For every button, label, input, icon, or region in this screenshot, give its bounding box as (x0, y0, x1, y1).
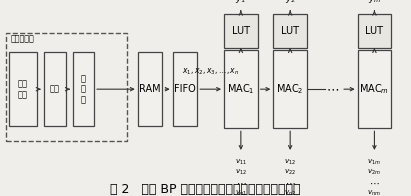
Text: $\cdots$: $\cdots$ (236, 178, 246, 188)
Text: LUT: LUT (281, 26, 299, 36)
Text: $v_{22}$: $v_{22}$ (284, 168, 296, 177)
Bar (9, 52, 37, 126)
Text: LUT: LUT (365, 26, 383, 36)
Text: 分块: 分块 (50, 85, 60, 94)
Bar (358, 14, 391, 48)
Text: MAC$_m$: MAC$_m$ (359, 82, 390, 96)
Text: $y_2$: $y_2$ (285, 0, 296, 5)
Text: 原始
图像: 原始 图像 (18, 80, 28, 99)
Bar (273, 50, 307, 128)
Bar (358, 50, 391, 128)
Text: $\cdots$: $\cdots$ (326, 83, 339, 96)
Text: $y_m$: $y_m$ (368, 0, 381, 5)
Text: 数据预处理: 数据预处理 (11, 34, 35, 43)
Bar (73, 52, 94, 126)
Text: $\cdots$: $\cdots$ (285, 178, 296, 188)
Text: $v_{1m}$: $v_{1m}$ (367, 158, 381, 167)
Bar (173, 52, 197, 126)
Text: LUT: LUT (232, 26, 250, 36)
Text: $y_1$: $y_1$ (236, 0, 246, 5)
Bar (44, 52, 66, 126)
Text: $\cdots$: $\cdots$ (369, 178, 380, 188)
Text: FIFO: FIFO (174, 84, 196, 94)
Text: MAC$_2$: MAC$_2$ (276, 82, 304, 96)
Text: $x_1, x_2, x_3, \ldots, x_n$: $x_1, x_2, x_3, \ldots, x_n$ (182, 67, 239, 77)
Text: MAC$_1$: MAC$_1$ (227, 82, 255, 96)
Text: $v_{n2}$: $v_{n2}$ (284, 188, 296, 196)
Text: RAM: RAM (139, 84, 161, 94)
Text: $v_{n1}$: $v_{n1}$ (235, 188, 247, 196)
Text: 归
一
化: 归 一 化 (81, 74, 86, 104)
Text: $v_{2m}$: $v_{2m}$ (367, 168, 381, 177)
Bar (224, 14, 258, 48)
Bar (138, 52, 162, 126)
Bar (6, 33, 127, 141)
Text: $v_{11}$: $v_{11}$ (235, 158, 247, 167)
Bar (273, 14, 307, 48)
Text: 图 2   三层 BP 神经网络图像压缩算法编码器结构图: 图 2 三层 BP 神经网络图像压缩算法编码器结构图 (110, 183, 301, 196)
Text: $v_{12}$: $v_{12}$ (284, 158, 296, 167)
Text: $v_{nm}$: $v_{nm}$ (367, 188, 381, 196)
Bar (224, 50, 258, 128)
Text: $v_{12}$: $v_{12}$ (235, 168, 247, 177)
